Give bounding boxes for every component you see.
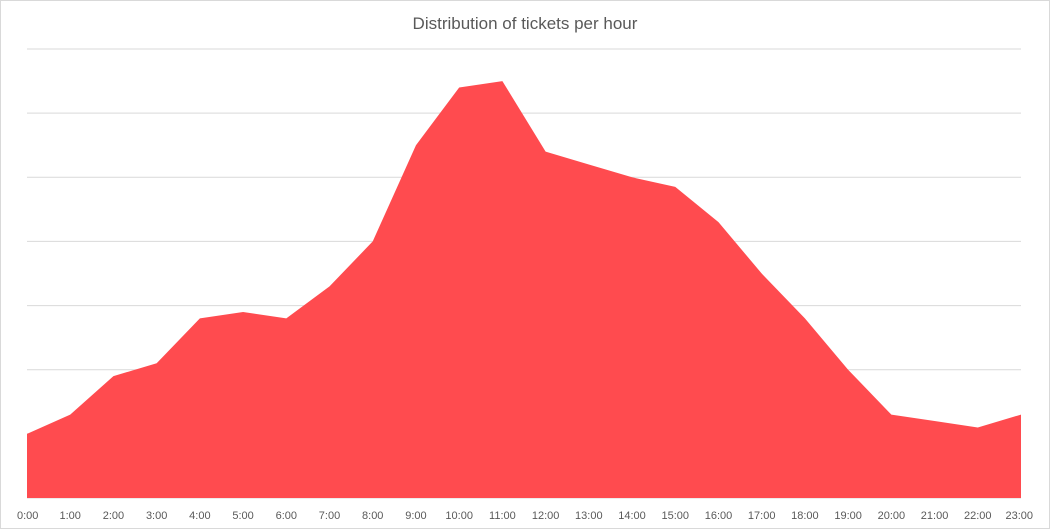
area-layer: [27, 81, 1021, 499]
x-tick-label: 9:00: [405, 510, 426, 522]
x-tick-label: 16:00: [705, 510, 733, 522]
x-tick-label: 17:00: [748, 510, 776, 522]
area-series-0: [27, 81, 1021, 499]
x-tick-label: 5:00: [232, 510, 253, 522]
x-tick-label: 23:00: [1005, 510, 1033, 522]
x-tick-label: 11:00: [489, 510, 516, 522]
x-tick-label: 15:00: [661, 510, 689, 522]
x-tick-label: 3:00: [146, 510, 167, 522]
x-tick-label: 4:00: [189, 510, 210, 522]
x-tick-label: 8:00: [362, 510, 383, 522]
x-tick-label: 13:00: [575, 510, 603, 522]
x-tick-label: 2:00: [103, 510, 124, 522]
x-tick-label: 20:00: [878, 510, 906, 522]
x-tick-label: 7:00: [319, 510, 340, 522]
x-tick-label: 19:00: [834, 510, 862, 522]
x-tick-label: 14:00: [618, 510, 646, 522]
x-tick-label: 18:00: [791, 510, 819, 522]
x-tick-label: 6:00: [276, 510, 297, 522]
x-tick-label: 1:00: [60, 510, 81, 522]
chart-title: Distribution of tickets per hour: [413, 14, 638, 33]
x-tick-label: 10:00: [445, 510, 473, 522]
x-tick-label: 21:00: [921, 510, 949, 522]
x-axis-ticks: 0:00 1:00 2:00 3:00 4:00 5:00 6:00 7:00 8:00 9:00…: [17, 510, 1033, 522]
x-tick-label: 12:00: [532, 510, 560, 522]
x-tick-label: 22:00: [964, 510, 992, 522]
x-tick-label: 0:00: [17, 510, 38, 522]
